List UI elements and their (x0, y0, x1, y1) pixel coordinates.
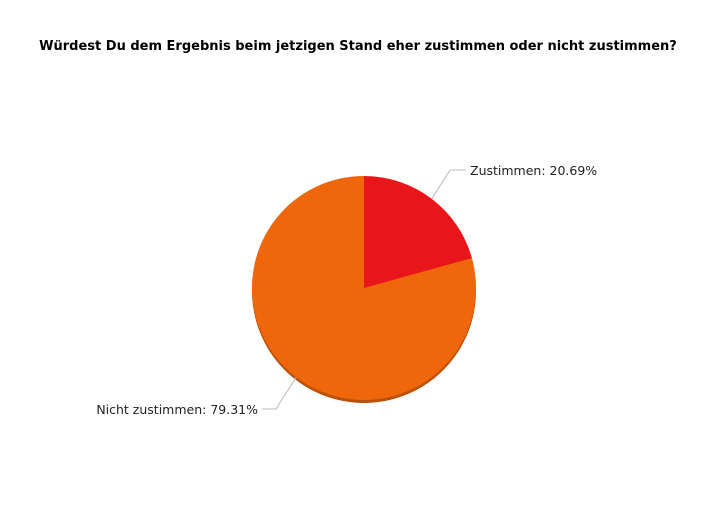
pie-slices (252, 176, 476, 401)
slice-label-zustimmen: Zustimmen: 20.69% (470, 163, 597, 178)
pie-slice-nicht-zustimmen (252, 176, 476, 401)
slice-label-nicht-zustimmen: Nicht zustimmen: 79.31% (96, 402, 258, 417)
label-connector-zustimmen (431, 169, 466, 200)
chart-title: Würdest Du dem Ergebnis beim jetzigen St… (39, 39, 677, 54)
label-connector-nicht-zustimmen (262, 376, 297, 410)
pie-slice-zustimmen (364, 176, 472, 288)
slice-labels: Zustimmen: 20.69% Nicht zustimmen: 79.31% (96, 163, 597, 417)
